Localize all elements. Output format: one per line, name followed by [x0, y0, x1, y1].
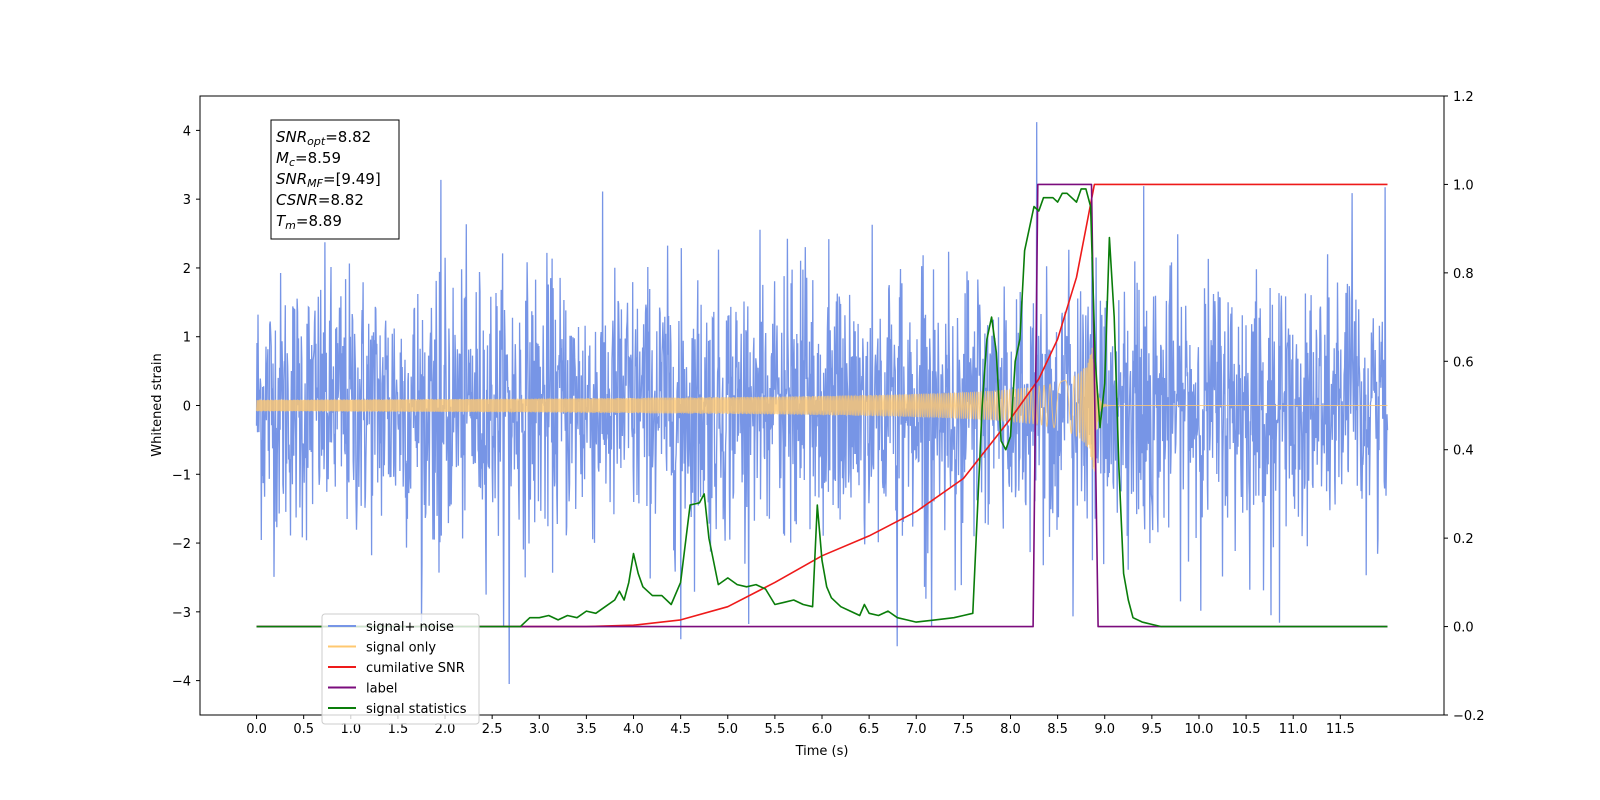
y-left-tick-label: 2 — [183, 262, 191, 277]
legend-label-label: label — [366, 682, 397, 697]
legend-frame — [321, 613, 480, 725]
label-line — [256, 183, 1388, 628]
x-tick-label: 9.0 — [1094, 722, 1115, 737]
y-left-tick-label: −2 — [172, 537, 191, 552]
x-tick-label: 0.0 — [246, 722, 267, 737]
signal-noise-line — [255, 122, 1389, 685]
x-tick-label: 2.0 — [435, 722, 456, 737]
y-right-tick-label: 1.2 — [1453, 90, 1474, 105]
y-left-tick-label: −1 — [172, 468, 191, 483]
x-tick-label: 5.5 — [765, 722, 786, 737]
y-left-tick-label: −3 — [172, 606, 191, 621]
x-tick-label: 8.5 — [1047, 722, 1068, 737]
y-axis-right: 1.2 1.0 0.8 0.6 0.4 0.2 0.0 −0.2 — [1444, 90, 1485, 724]
x-tick-label: 2.5 — [482, 722, 503, 737]
legend: signal+ noise signal only cumilative SNR la… — [321, 613, 480, 725]
y-right-tick-label: 0.6 — [1453, 355, 1474, 370]
x-tick-label: 4.5 — [670, 722, 691, 737]
legend-label-signal-only: signal only — [366, 641, 436, 656]
legend-label-signal-statistics: signal statistics — [366, 702, 467, 717]
x-tick-label: 3.0 — [529, 722, 550, 737]
annotation-line: Mc=8.59 — [276, 149, 341, 169]
signal-statistics-line — [256, 188, 1388, 628]
series-layer — [255, 122, 1389, 685]
x-tick-label: 8.0 — [1000, 722, 1021, 737]
x-axis-label: Time (s) — [795, 744, 849, 759]
annotation-line: SNRopt=8.82 — [276, 128, 371, 148]
annotation-frame — [270, 119, 400, 240]
x-tick-label: 1.0 — [340, 722, 361, 737]
annotation-line: CSNR=8.82 — [276, 191, 364, 209]
y-right-tick-label: 1.0 — [1453, 178, 1474, 193]
x-tick-label: 6.0 — [812, 722, 833, 737]
y-right-tick-label: 0.0 — [1453, 621, 1474, 636]
annotation-line: SNRMF=[9.49] — [276, 170, 381, 190]
x-tick-label: 9.5 — [1142, 722, 1163, 737]
y-right-tick-label: 0.2 — [1453, 532, 1474, 547]
annotation-line: Tm=8.89 — [276, 212, 342, 232]
y-left-tick-label: 3 — [183, 193, 191, 208]
x-tick-label: 0.5 — [293, 722, 314, 737]
x-tick-label: 10.5 — [1232, 722, 1261, 737]
x-tick-label: 11.5 — [1326, 722, 1355, 737]
x-axis: 0.0 0.5 1.0 1.5 2.0 2.5 3.0 3.5 4.0 4.5 5.0 5.5 6.0 6… — [246, 715, 1355, 737]
y-axis-left: 4 3 2 1 0 −1 −2 −3 −4 — [172, 124, 200, 690]
x-tick-label: 6.5 — [859, 722, 880, 737]
y-right-tick-label: 0.4 — [1453, 444, 1474, 459]
x-tick-label: 10.0 — [1184, 722, 1213, 737]
y-right-tick-label: −0.2 — [1453, 709, 1485, 724]
y-left-tick-label: 0 — [183, 400, 191, 415]
y-left-tick-label: 4 — [183, 124, 191, 139]
x-tick-label: 4.0 — [623, 722, 644, 737]
x-tick-label: 11.0 — [1279, 722, 1308, 737]
legend-label-signal-noise: signal+ noise — [366, 620, 454, 635]
y-left-tick-label: −4 — [172, 675, 191, 690]
y-left-tick-label: 1 — [183, 331, 191, 346]
cumilative-snr-line — [256, 183, 1388, 628]
x-tick-label: 7.0 — [906, 722, 927, 737]
legend-label-cumilative-snr: cumilative SNR — [366, 661, 465, 676]
x-tick-label: 7.5 — [953, 722, 974, 737]
x-tick-label: 3.5 — [576, 722, 597, 737]
y-right-tick-label: 0.8 — [1453, 267, 1474, 282]
x-tick-label: 5.0 — [717, 722, 738, 737]
signal-only-line — [256, 336, 1388, 472]
y-axis-label: Whitened strain — [150, 353, 165, 456]
x-tick-label: 1.5 — [388, 722, 409, 737]
